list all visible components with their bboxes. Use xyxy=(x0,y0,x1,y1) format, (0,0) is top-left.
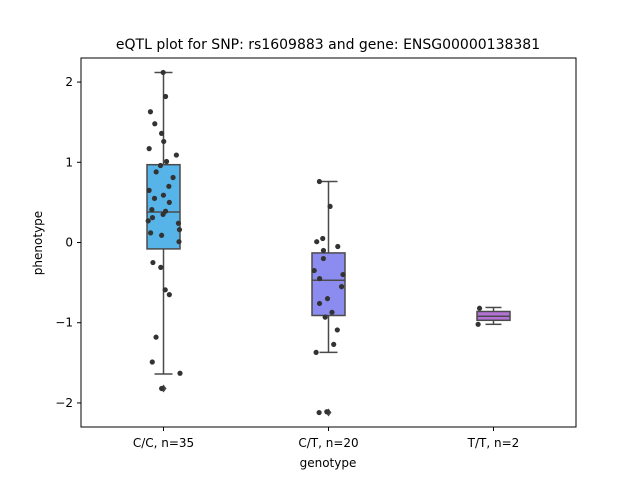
data-point xyxy=(320,235,326,242)
data-point xyxy=(316,178,323,185)
data-point xyxy=(148,230,154,236)
data-point xyxy=(340,271,346,278)
box-group-1 xyxy=(145,69,183,393)
data-point xyxy=(175,220,182,226)
data-point xyxy=(166,292,172,298)
data-point xyxy=(159,232,165,238)
chart-title: eQTL plot for SNP: rs1609883 and gene: E… xyxy=(116,37,540,53)
box-group-3 xyxy=(475,305,511,327)
data-point xyxy=(313,349,319,355)
data-point xyxy=(147,109,154,115)
data-point xyxy=(324,296,331,302)
data-point xyxy=(317,275,323,282)
x-tick-label: T/T, n=2 xyxy=(467,436,520,450)
x-tick-label: C/C, n=35 xyxy=(133,436,194,450)
y-tick-label: −1 xyxy=(55,316,73,330)
data-point xyxy=(151,195,158,201)
data-point xyxy=(320,255,327,262)
data-point xyxy=(327,203,333,210)
data-point xyxy=(160,192,167,198)
y-tick-label: 0 xyxy=(65,236,73,250)
y-axis-label: phenotype xyxy=(31,211,45,275)
iqr-box xyxy=(311,252,346,317)
x-tick-label: C/T, n=20 xyxy=(298,436,358,450)
data-point xyxy=(163,158,170,165)
y-tick-label: −2 xyxy=(55,396,73,410)
data-point xyxy=(161,138,167,145)
data-point xyxy=(153,169,159,175)
data-point xyxy=(338,284,345,290)
data-point xyxy=(335,243,341,250)
data-point xyxy=(162,93,169,100)
data-point xyxy=(162,287,168,293)
data-point xyxy=(320,247,327,254)
data-point xyxy=(329,309,335,315)
data-point xyxy=(166,199,172,205)
data-point xyxy=(158,130,165,137)
data-point xyxy=(476,305,483,311)
plot-area xyxy=(80,57,577,428)
data-point xyxy=(160,211,166,218)
data-point xyxy=(157,162,164,169)
data-point xyxy=(149,215,156,221)
data-point xyxy=(152,121,158,127)
data-point xyxy=(334,327,340,333)
data-point xyxy=(316,300,323,307)
data-point xyxy=(177,370,183,376)
data-point xyxy=(475,321,481,327)
data-point xyxy=(159,385,165,392)
data-point xyxy=(160,69,166,76)
data-point xyxy=(176,239,182,245)
data-point xyxy=(314,239,320,245)
data-point xyxy=(153,334,159,340)
data-point xyxy=(146,187,152,193)
data-point xyxy=(166,183,172,189)
y-tick-label: 1 xyxy=(65,155,73,169)
data-point xyxy=(324,409,330,415)
data-point xyxy=(149,359,155,365)
data-point xyxy=(316,409,322,416)
y-tick-label: 2 xyxy=(65,75,73,89)
data-point xyxy=(145,218,151,224)
x-axis-label: genotype xyxy=(300,456,357,470)
data-point xyxy=(176,227,183,233)
x-axis: C/C, n=35 C/T, n=20 T/T, n=2 xyxy=(133,427,520,450)
data-point xyxy=(158,264,164,270)
data-point xyxy=(146,146,152,152)
data-point xyxy=(322,314,328,320)
data-point xyxy=(149,207,155,213)
y-axis: −2 −1 0 1 2 xyxy=(55,75,81,410)
box-group-2 xyxy=(311,178,346,417)
data-point xyxy=(150,259,156,266)
data-point xyxy=(311,267,317,274)
data-point xyxy=(170,174,176,181)
data-point xyxy=(173,152,179,158)
data-point xyxy=(331,341,337,347)
